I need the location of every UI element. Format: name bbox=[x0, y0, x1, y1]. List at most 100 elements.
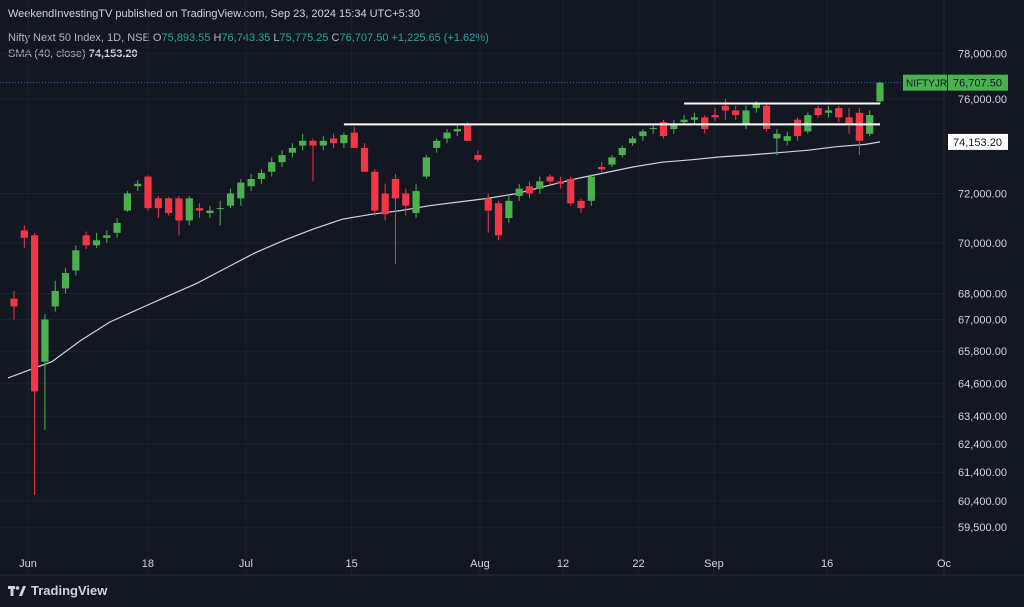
candle-body bbox=[783, 136, 791, 141]
candle-body bbox=[412, 191, 420, 214]
sma-legend[interactable]: SMA (40, close) 74,153.20 bbox=[8, 48, 138, 60]
candle bbox=[206, 205, 214, 218]
candle bbox=[134, 180, 142, 192]
candle bbox=[350, 126, 358, 148]
candle-body bbox=[113, 222, 121, 233]
candle bbox=[793, 117, 802, 141]
sma-price-tag: 74,153.20 bbox=[948, 133, 1008, 150]
candle-body bbox=[10, 298, 18, 307]
candle-body bbox=[536, 181, 544, 189]
candle-body bbox=[464, 124, 472, 141]
sma-tag-bg bbox=[948, 133, 1008, 150]
candle bbox=[804, 112, 812, 134]
candle bbox=[237, 178, 245, 206]
candle bbox=[453, 124, 461, 137]
candle-body bbox=[845, 117, 853, 125]
candle bbox=[567, 176, 575, 206]
candle bbox=[195, 203, 204, 218]
candle bbox=[443, 129, 451, 144]
candle bbox=[82, 231, 90, 250]
candle-body bbox=[402, 193, 410, 206]
symbol-tag-label: NIFTYJR bbox=[906, 79, 947, 90]
candle bbox=[360, 143, 369, 172]
candle bbox=[773, 129, 781, 156]
x-tick-label: Sep bbox=[704, 558, 724, 570]
candle bbox=[309, 138, 317, 182]
candle bbox=[845, 108, 853, 134]
candle bbox=[824, 105, 833, 118]
candles bbox=[10, 81, 884, 496]
candle-body bbox=[144, 176, 152, 209]
candle-body bbox=[505, 200, 513, 218]
candle-body bbox=[824, 110, 833, 113]
candle bbox=[494, 200, 503, 241]
candle-body bbox=[299, 140, 307, 146]
candle-body bbox=[185, 198, 193, 221]
candle-body bbox=[433, 140, 441, 148]
candle-body bbox=[515, 188, 523, 196]
y-tick-label: 64,600.00 bbox=[958, 378, 1007, 390]
x-tick-label: 12 bbox=[557, 558, 569, 570]
candle-body bbox=[154, 198, 162, 209]
candle bbox=[608, 155, 616, 167]
candle-body bbox=[608, 157, 616, 165]
candle bbox=[288, 143, 296, 158]
candle bbox=[278, 150, 286, 167]
candle-body bbox=[546, 176, 554, 182]
candle-body bbox=[649, 127, 657, 130]
candle bbox=[41, 314, 49, 430]
candle-body bbox=[453, 129, 461, 132]
candle-body bbox=[237, 182, 245, 199]
y-tick-label: 78,000.00 bbox=[958, 48, 1007, 60]
candle-body bbox=[670, 124, 678, 130]
candle bbox=[257, 169, 266, 184]
candle-body bbox=[360, 147, 369, 172]
candle bbox=[866, 110, 874, 137]
candle-body bbox=[690, 117, 699, 120]
candle bbox=[587, 174, 595, 206]
candle bbox=[103, 230, 111, 243]
candle-body bbox=[371, 171, 379, 211]
y-tick-label: 63,400.00 bbox=[958, 411, 1007, 423]
sma-line bbox=[7, 141, 881, 379]
candle bbox=[422, 155, 430, 179]
candle bbox=[154, 195, 162, 218]
candle-body bbox=[288, 147, 296, 153]
candle bbox=[72, 245, 80, 276]
y-tick-label: 65,800.00 bbox=[958, 346, 1007, 358]
candle-body bbox=[51, 290, 59, 307]
x-tick-label: 15 bbox=[346, 558, 358, 570]
candle bbox=[855, 108, 863, 156]
price-axis: 78,000.00 76,000.00 72,000.00 70,000.00 68,0… bbox=[943, 0, 1007, 575]
candle bbox=[628, 136, 637, 146]
candle bbox=[113, 217, 121, 238]
candle bbox=[670, 119, 678, 134]
candle bbox=[371, 169, 379, 216]
candle-body bbox=[195, 208, 204, 211]
candle-body bbox=[61, 273, 70, 289]
candle bbox=[546, 174, 554, 184]
candle bbox=[31, 232, 39, 496]
candle-body bbox=[226, 193, 235, 206]
publisher-line: WeekendInvestingTV published on TradingV… bbox=[8, 8, 421, 20]
candle bbox=[577, 198, 585, 214]
tradingview-brand[interactable]: TradingView bbox=[8, 583, 107, 598]
candle-body bbox=[278, 155, 286, 163]
candle bbox=[165, 197, 173, 216]
candle-body bbox=[268, 162, 276, 172]
change-value: +1,225.65 (+1.62%) bbox=[391, 32, 489, 44]
tradingview-wordmark: TradingView bbox=[31, 583, 108, 598]
x-tick-label: Oc bbox=[937, 558, 952, 570]
y-tick-label: 72,000.00 bbox=[958, 188, 1007, 200]
open-value: 75,893.55 bbox=[161, 32, 211, 44]
candle-body bbox=[309, 140, 317, 146]
candle-body bbox=[103, 235, 111, 238]
candle-body bbox=[525, 186, 534, 194]
low-label: L bbox=[273, 32, 280, 44]
candle-body bbox=[391, 178, 400, 199]
last-price-tag-label: 76,707.50 bbox=[953, 78, 1002, 90]
candle bbox=[268, 157, 276, 177]
instrument-name[interactable]: Nifty Next 50 Index, 1D, NSE bbox=[8, 32, 150, 44]
candle bbox=[175, 195, 183, 236]
